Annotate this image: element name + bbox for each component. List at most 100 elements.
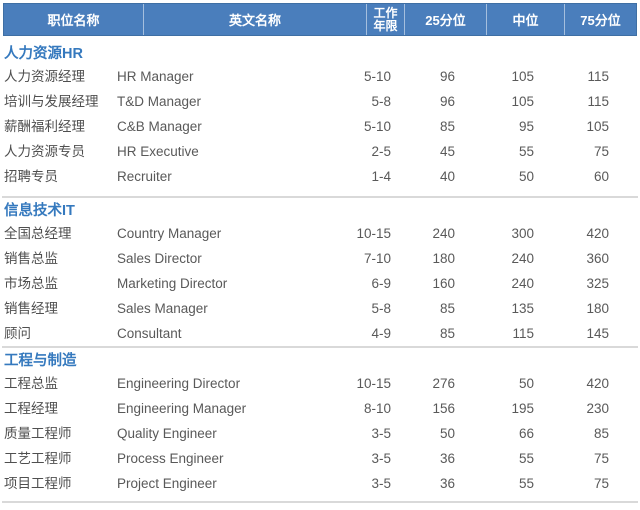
median-cell: 195 (511, 401, 534, 416)
median-cell: 300 (511, 226, 534, 241)
years-cell: 5-10 (363, 69, 391, 84)
section-rows-hr: 人力资源经理 HR Manager 5-10 96 105 115 培训与发展经理 T&D M… (0, 64, 640, 189)
p25-cell: 40 (439, 169, 455, 184)
p25-cell: 36 (439, 451, 455, 466)
median-cell: 55 (518, 451, 534, 466)
p75-cell: 60 (593, 169, 609, 184)
median-cell: 240 (511, 276, 534, 291)
p25-cell: 36 (439, 476, 455, 491)
years-cell: 7-10 (363, 251, 391, 266)
position-cell: 工程总监 (4, 376, 58, 391)
position-cell: 市场总监 (4, 276, 58, 291)
table-row: 工艺工程师 Process Engineer 3-5 36 55 75 (0, 446, 640, 471)
table-row: 全国总经理 Country Manager 10-15 240 300 420 (0, 221, 640, 246)
section-title-hr: 人力资源HR (4, 46, 83, 62)
header-col-english: 英文名称 (143, 4, 366, 35)
median-cell: 66 (518, 426, 534, 441)
median-cell: 55 (518, 144, 534, 159)
english-name-cell: HR Manager (117, 69, 194, 84)
years-cell: 3-5 (371, 426, 391, 441)
years-cell: 8-10 (363, 401, 391, 416)
header-col-median: 中位 (486, 4, 564, 35)
median-cell: 55 (518, 476, 534, 491)
p25-cell: 156 (432, 401, 455, 416)
table-row: 工程经理 Engineering Manager 8-10 156 195 230 (0, 396, 640, 421)
p25-cell: 240 (432, 226, 455, 241)
position-cell: 全国总经理 (4, 226, 72, 241)
years-cell: 5-8 (371, 301, 391, 316)
p25-cell: 85 (439, 119, 455, 134)
p75-cell: 75 (593, 476, 609, 491)
section-divider (2, 196, 638, 198)
position-cell: 人力资源专员 (4, 144, 85, 159)
section-hr: 人力资源HR 人力资源经理 HR Manager 5-10 96 105 115 培训与发展… (0, 44, 640, 189)
years-cell: 6-9 (371, 276, 391, 291)
years-cell: 3-5 (371, 451, 391, 466)
years-cell: 5-8 (371, 94, 391, 109)
p75-cell: 420 (586, 376, 609, 391)
p25-cell: 180 (432, 251, 455, 266)
table-row: 招聘专员 Recruiter 1-4 40 50 60 (0, 164, 640, 189)
table-row: 人力资源专员 HR Executive 2-5 45 55 75 (0, 139, 640, 164)
english-name-cell: Quality Engineer (117, 426, 217, 441)
table-row: 项目工程师 Project Engineer 3-5 36 55 75 (0, 471, 640, 496)
p25-cell: 96 (439, 94, 455, 109)
english-name-cell: Sales Manager (117, 301, 208, 316)
p25-cell: 85 (439, 301, 455, 316)
english-name-cell: Process Engineer (117, 451, 224, 466)
median-cell: 135 (511, 301, 534, 316)
position-cell: 销售总监 (4, 251, 58, 266)
position-cell: 质量工程师 (4, 426, 72, 441)
section-it: 信息技术IT 全国总经理 Country Manager 10-15 240 300 42… (0, 196, 640, 346)
p75-cell: 145 (586, 326, 609, 341)
p75-cell: 105 (586, 119, 609, 134)
p25-cell: 50 (439, 426, 455, 441)
english-name-cell: C&B Manager (117, 119, 202, 134)
p75-cell: 75 (593, 144, 609, 159)
position-cell: 工程经理 (4, 401, 58, 416)
english-name-cell: T&D Manager (117, 94, 202, 109)
section-engineering: 工程与制造 工程总监 Engineering Director 10-15 276 50… (0, 346, 640, 496)
p75-cell: 75 (593, 451, 609, 466)
median-cell: 50 (518, 376, 534, 391)
english-name-cell: Consultant (117, 326, 182, 341)
p25-cell: 45 (439, 144, 455, 159)
english-name-cell: Recruiter (117, 169, 172, 184)
median-cell: 95 (518, 119, 534, 134)
p25-cell: 96 (439, 69, 455, 84)
p75-cell: 115 (587, 69, 609, 84)
median-cell: 115 (512, 326, 534, 341)
header-col-years: 工作年限 (366, 4, 404, 35)
section-title-it: 信息技术IT (4, 203, 75, 219)
median-cell: 105 (511, 94, 534, 109)
years-cell: 4-9 (371, 326, 391, 341)
table-row: 质量工程师 Quality Engineer 3-5 50 66 85 (0, 421, 640, 446)
p25-cell: 85 (439, 326, 455, 341)
years-cell: 3-5 (371, 476, 391, 491)
table-header-row: 职位名称 英文名称 工作年限 25分位 中位 75分位 (3, 3, 637, 36)
header-col-position: 职位名称 (47, 13, 100, 28)
p75-cell: 360 (586, 251, 609, 266)
p75-cell: 420 (586, 226, 609, 241)
table-row: 培训与发展经理 T&D Manager 5-8 96 105 115 (0, 89, 640, 114)
position-cell: 销售经理 (4, 301, 58, 316)
position-cell: 人力资源经理 (4, 69, 85, 84)
bottom-divider (2, 501, 638, 503)
english-name-cell: Engineering Manager (117, 401, 247, 416)
section-title-engineering: 工程与制造 (4, 353, 77, 369)
header-col-p75: 75分位 (564, 4, 636, 35)
section-rows-it: 全国总经理 Country Manager 10-15 240 300 420 销售总监 Sa… (0, 221, 640, 346)
section-divider (2, 346, 638, 348)
p75-cell: 85 (593, 426, 609, 441)
p75-cell: 230 (586, 401, 609, 416)
position-cell: 项目工程师 (4, 476, 72, 491)
english-name-cell: Engineering Director (117, 376, 241, 391)
table-row: 顾问 Consultant 4-9 85 115 145 (0, 321, 640, 346)
years-cell: 5-10 (363, 119, 391, 134)
median-cell: 105 (511, 69, 534, 84)
english-name-cell: Country Manager (117, 226, 222, 241)
table-row: 工程总监 Engineering Director 10-15 276 50 420 (0, 371, 640, 396)
english-name-cell: Marketing Director (117, 276, 228, 291)
table-row: 人力资源经理 HR Manager 5-10 96 105 115 (0, 64, 640, 89)
